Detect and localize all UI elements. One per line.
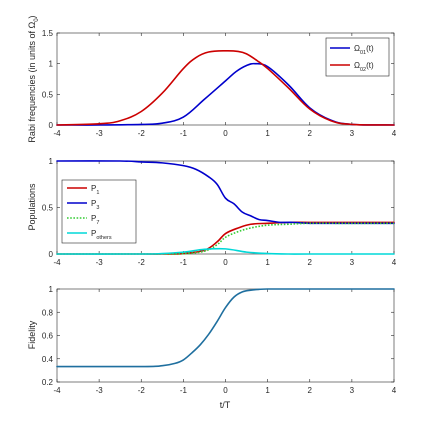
legend-entry-populations-0: P1 bbox=[91, 184, 99, 196]
x-tick-label-populations: -3 bbox=[96, 258, 104, 267]
y-tick-label-populations: 1 bbox=[49, 157, 54, 166]
x-tick-label-rabi: 1 bbox=[265, 129, 270, 138]
legend-entry-rabi-1: Ω02(t) bbox=[354, 61, 374, 73]
x-tick-label-rabi: -1 bbox=[180, 129, 188, 138]
y-tick-label-rabi: 1 bbox=[49, 60, 54, 69]
y-tick-label-fidelity: 0.6 bbox=[42, 332, 54, 341]
series-lines-fidelity bbox=[56, 288, 395, 368]
x-tick-label-fidelity: -1 bbox=[180, 386, 188, 395]
fidelity-panel: -4 -3 -2 -1 0 1 2 3 4 0.2 0.4 0.6 0.8 1 Fidelity t/T bbox=[27, 285, 397, 410]
x-tick-label-fidelity: -4 bbox=[53, 386, 61, 395]
x-tick-label-rabi: -3 bbox=[96, 129, 104, 138]
y-tick-label-rabi: 0 bbox=[49, 121, 54, 130]
x-ticks-populations: -4 -3 -2 -1 0 1 2 3 4 bbox=[53, 161, 397, 267]
series-line-populations-3 bbox=[56, 247, 395, 255]
x-tick-label-fidelity: 1 bbox=[265, 386, 270, 395]
x-tick-label-rabi: -4 bbox=[53, 129, 61, 138]
x-tick-label-populations: 0 bbox=[223, 258, 228, 267]
x-ticks-fidelity: -4 -3 -2 -1 0 1 2 3 4 bbox=[53, 289, 397, 395]
y-tick-label-rabi: 0.5 bbox=[42, 90, 54, 99]
x-tick-label-populations: 2 bbox=[308, 258, 313, 267]
x-tick-label-fidelity: -3 bbox=[96, 386, 104, 395]
x-tick-label-populations: -1 bbox=[180, 258, 188, 267]
y-tick-label-rabi: 1.5 bbox=[42, 29, 54, 38]
x-tick-label-fidelity: -2 bbox=[138, 386, 146, 395]
x-tick-label-fidelity: 2 bbox=[308, 386, 313, 395]
x-tick-label-populations: -2 bbox=[138, 258, 146, 267]
legend-entry-rabi-0: Ω01(t) bbox=[354, 44, 374, 56]
y-axis-label-populations: Populations bbox=[27, 183, 37, 231]
y-tick-label-populations: 0 bbox=[49, 250, 54, 259]
y-tick-label-fidelity: 0.4 bbox=[42, 355, 54, 364]
y-tick-label-populations: 0.5 bbox=[42, 204, 54, 213]
legend-entry-populations-2: P7 bbox=[91, 214, 99, 226]
y-tick-label-fidelity: 0.8 bbox=[42, 308, 54, 317]
x-tick-label-populations: 3 bbox=[350, 258, 355, 267]
x-tick-label-populations: 1 bbox=[265, 258, 270, 267]
series-line-rabi-1 bbox=[56, 49, 395, 126]
x-tick-label-rabi: 3 bbox=[350, 129, 355, 138]
series-line-populations-1 bbox=[56, 160, 395, 225]
x-ticks-rabi: -4 -3 -2 -1 0 1 2 3 4 bbox=[53, 33, 397, 138]
rabi-frequencies-panel: -4 -3 -2 -1 0 1 2 3 4 0 0.5 1 1.5 Rabi frequencies … bbox=[27, 15, 397, 142]
legend-populations: P1 P3 P7 Pothers bbox=[61, 179, 137, 244]
x-axis-label: t/T bbox=[220, 400, 231, 410]
x-tick-label-populations: -4 bbox=[53, 258, 61, 267]
series-lines-populations bbox=[56, 160, 395, 255]
x-tick-label-rabi: 4 bbox=[392, 129, 397, 138]
plot-area-fidelity bbox=[56, 288, 395, 383]
x-tick-label-populations: 4 bbox=[392, 258, 397, 267]
x-tick-label-rabi: 0 bbox=[223, 129, 228, 138]
legend-rabi: Ω01(t) Ω02(t) bbox=[325, 37, 390, 77]
legend-box-rabi bbox=[325, 37, 390, 77]
x-tick-label-rabi: 2 bbox=[308, 129, 313, 138]
x-tick-label-fidelity: 4 bbox=[392, 386, 397, 395]
series-lines-rabi bbox=[56, 49, 395, 126]
x-tick-label-fidelity: 3 bbox=[350, 386, 355, 395]
series-line-fidelity-0 bbox=[56, 288, 395, 368]
legend-entry-populations-1: P3 bbox=[91, 199, 99, 211]
y-tick-label-fidelity: 1 bbox=[49, 285, 54, 294]
y-axis-label-rabi: Rabi frequencies (in units of Ω0) bbox=[27, 15, 40, 142]
y-tick-label-fidelity: 0.2 bbox=[42, 378, 54, 387]
y-axis-label-fidelity: Fidelity bbox=[27, 320, 37, 349]
legend-entry-populations-3: Pothers bbox=[91, 229, 112, 241]
x-tick-label-fidelity: 0 bbox=[223, 386, 228, 395]
populations-panel: -4 -3 -2 -1 0 1 2 3 4 0 0.5 1 Populations P1 P3 P7 Po… bbox=[27, 157, 397, 267]
x-tick-label-rabi: -2 bbox=[138, 129, 146, 138]
